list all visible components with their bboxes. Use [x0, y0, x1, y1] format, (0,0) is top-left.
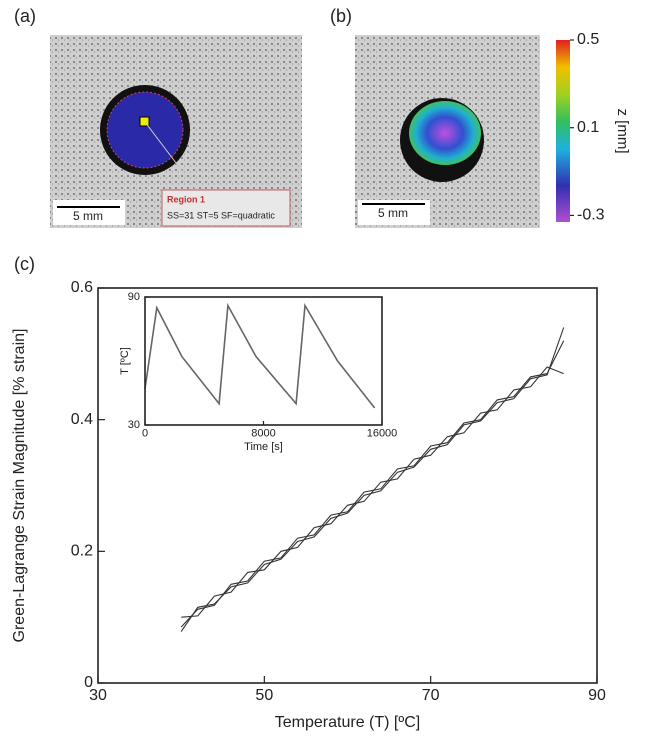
leader: [144, 121, 196, 189]
data-line: [180, 340, 565, 628]
x-axis-label: Temperature (T) [ºC]: [275, 714, 420, 731]
region-title: Region 1: [167, 194, 205, 204]
y-tick-label: 0.6: [71, 279, 93, 296]
y-axis-label: T [ºC]: [119, 347, 131, 375]
colorbar-label: z [mm]: [614, 109, 631, 154]
panel-label: (a): [14, 6, 36, 26]
marker: [139, 116, 150, 127]
data-line: [180, 327, 565, 632]
x-tick-label: 0: [142, 428, 148, 440]
x-tick-label: 90: [588, 687, 606, 704]
colorbar-tick-label: 0.5: [577, 31, 599, 48]
x-tick-label: 8000: [251, 428, 275, 440]
plot-frame: [97, 287, 598, 684]
y-tick-label: 0.2: [71, 543, 93, 560]
panel-label: (c): [14, 254, 35, 274]
x-tick-label: 50: [255, 687, 273, 704]
panel-label: (b): [330, 6, 352, 26]
y-tick-label: 90: [128, 291, 140, 303]
x-axis-label: Time [s]: [244, 441, 283, 453]
scale-label: 5 mm: [73, 209, 103, 223]
scale-label: 5 mm: [378, 206, 408, 220]
colorbar: [556, 40, 570, 222]
y-axis-label: Green-Lagrange Strain Magnitude [% strai…: [11, 329, 28, 643]
inset-bg: [145, 297, 382, 425]
region-box: [161, 189, 291, 227]
y-tick-label: 0: [84, 674, 93, 691]
x-tick-label: 30: [89, 687, 107, 704]
colorbar-tick-label: -0.3: [577, 207, 605, 224]
data-line: [144, 302, 376, 409]
region: [106, 91, 184, 169]
y-tick-label: 0.4: [71, 411, 93, 428]
plot-frame: [144, 296, 383, 426]
scale-bg: [53, 200, 125, 225]
colorbar-tick-label: 0.1: [577, 119, 599, 136]
displacement-map: [409, 101, 481, 165]
y-tick-label: 30: [128, 419, 140, 431]
data-line: [181, 366, 564, 618]
x-tick-label: 16000: [367, 428, 398, 440]
x-tick-label: 70: [422, 687, 440, 704]
region-params: SS=31 ST=5 SF=quadratic: [167, 210, 275, 220]
